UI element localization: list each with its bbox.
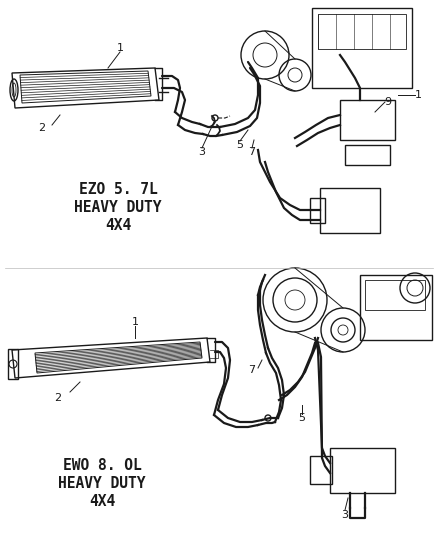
Text: HEAVY DUTY: HEAVY DUTY	[74, 200, 162, 215]
Text: 3: 3	[198, 147, 205, 157]
Text: 5: 5	[237, 140, 244, 150]
Text: 7: 7	[248, 365, 255, 375]
Text: EWO 8. OL: EWO 8. OL	[63, 457, 141, 472]
Text: 3: 3	[342, 510, 349, 520]
Text: 4X4: 4X4	[89, 494, 115, 508]
Text: 2: 2	[54, 393, 62, 403]
Text: 2: 2	[39, 123, 46, 133]
Text: 4X4: 4X4	[105, 219, 131, 233]
Text: 1: 1	[414, 90, 421, 100]
Text: EZO 5. 7L: EZO 5. 7L	[79, 182, 157, 198]
Text: 5: 5	[299, 413, 305, 423]
Text: 7: 7	[248, 147, 255, 157]
Text: 9: 9	[385, 97, 392, 107]
Text: HEAVY DUTY: HEAVY DUTY	[58, 475, 146, 490]
Text: 1: 1	[117, 43, 124, 53]
Text: 1: 1	[131, 317, 138, 327]
